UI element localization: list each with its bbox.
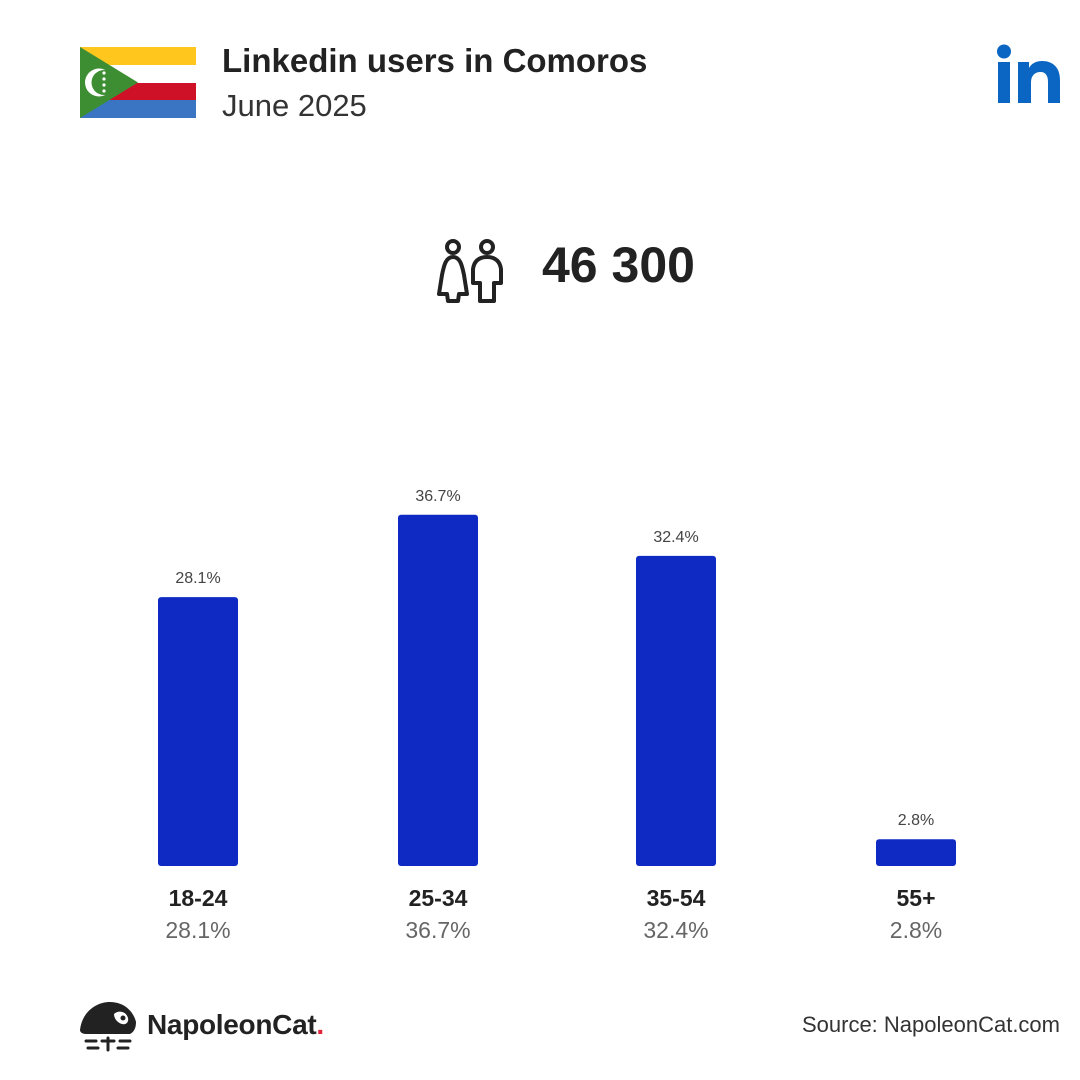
bar-18-24: [158, 597, 238, 866]
users-icon: [437, 239, 503, 303]
bar-35-54: [636, 555, 716, 866]
category-percent-label: 32.4%: [643, 917, 708, 943]
total-users-value: 46 300: [542, 237, 695, 293]
bar-25-34: [398, 514, 478, 866]
category-label: 55+: [896, 885, 935, 911]
bar-value-label: 28.1%: [175, 570, 220, 587]
comoros-flag-icon: [80, 47, 196, 118]
category-label: 35-54: [647, 885, 706, 911]
napoleoncat-logo-icon: [80, 1002, 136, 1052]
page-title: Linkedin users in Comoros: [222, 42, 648, 79]
brand-name-text: NapoleonCat: [147, 1009, 317, 1040]
brand-dot: .: [316, 1009, 324, 1040]
page-subtitle: June 2025: [222, 88, 367, 123]
linkedin-logo-icon: [997, 44, 1060, 103]
bar-value-label: 36.7%: [415, 488, 460, 505]
source-link[interactable]: Source: NapoleonCat.com: [801, 1012, 1060, 1037]
category-label: 18-24: [169, 885, 228, 911]
bar-value-label: 2.8%: [898, 812, 934, 829]
brand-name: NapoleonCat.: [147, 1009, 324, 1041]
bar-55+: [876, 839, 956, 866]
category-percent-label: 28.1%: [165, 917, 230, 943]
category-percent-label: 36.7%: [405, 917, 470, 943]
category-label: 25-34: [409, 885, 468, 911]
bar-value-label: 32.4%: [653, 529, 698, 546]
category-percent-label: 2.8%: [890, 917, 942, 943]
